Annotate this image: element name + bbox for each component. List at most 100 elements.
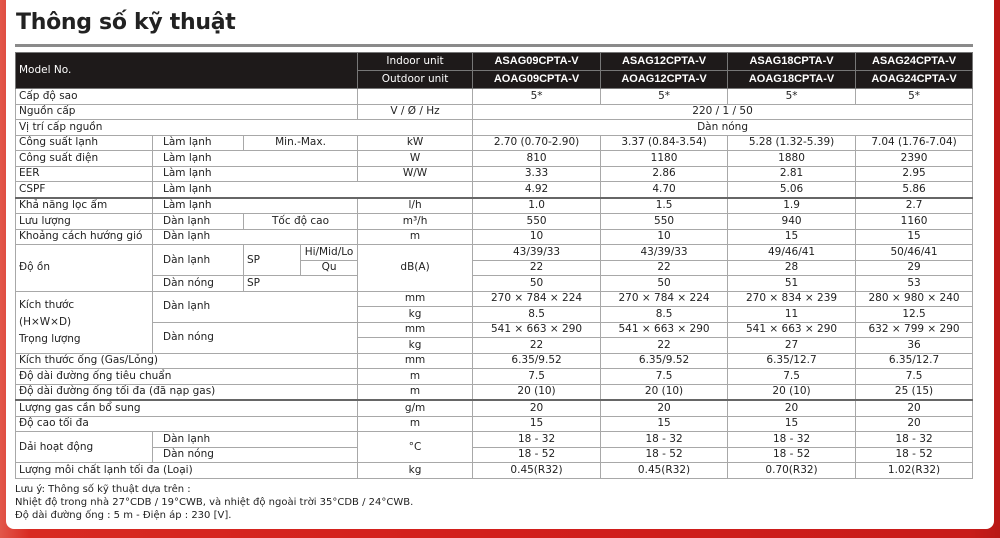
value-cell: 22: [472, 259, 602, 276]
unit-cell: V / Ø / Hz: [357, 103, 474, 120]
table-row: Nguồn cấp V / Ø / Hz 220 / 1 / 50: [14, 103, 974, 120]
row-label: Nguồn cấp: [14, 103, 359, 120]
value-cell: 18 - 32: [600, 431, 729, 448]
value-cell: 10: [600, 228, 729, 245]
value-cell: 8.5: [472, 306, 602, 323]
row-label: EER: [15, 165, 153, 182]
value-cell: 541 × 663 × 290: [472, 321, 602, 338]
value-cell: 20 (10): [472, 383, 602, 401]
value-cell: 550: [472, 213, 602, 230]
value-cell: 1880: [727, 150, 857, 167]
value-cell: 2.86: [600, 165, 729, 182]
value-cell: 550: [600, 213, 729, 230]
label-line: Trọng lượng: [19, 332, 81, 345]
value-cell: 18 - 32: [472, 431, 602, 448]
table-row: Độ cao tối đa m 15 15 15 20: [14, 415, 974, 432]
value-cell: 8.5: [600, 306, 729, 323]
value-cell: 270 × 784 × 224: [600, 290, 729, 307]
value-cell: 6.35/9.52: [472, 352, 602, 369]
unit-cell: kg: [357, 462, 474, 479]
unit-cell: kg: [357, 306, 474, 323]
value-cell: 50: [472, 275, 602, 292]
table-row: Dải hoạt động Dàn lạnh °C 18 - 32 18 - 32 18 …: [15, 431, 974, 463]
value-cell: 50/46/41: [855, 244, 974, 261]
value-cell: 18 - 52: [600, 446, 729, 463]
table-row: Lượng gas cần bổ sung g/m 20 20 20 20: [14, 399, 974, 417]
value-cell: 49/46/41: [727, 244, 857, 261]
unit-cell: [357, 88, 474, 105]
row-sublabel: Dàn nóng: [151, 446, 359, 463]
value-cell: 51: [727, 275, 857, 292]
unit-cell: mm: [357, 352, 474, 369]
value-cell: 18 - 52: [855, 446, 974, 463]
title-divider: [15, 44, 973, 47]
value-cell: 50: [600, 275, 729, 292]
table-row: Kích thước ống (Gas/Lỏng) mm 6.35/9.52 6.35…: [14, 352, 974, 369]
header-row-indoor: Model No. Indoor unit ASAG09CPTA-V ASAG1…: [14, 52, 974, 89]
value-cell: 632 × 799 × 290: [855, 321, 974, 338]
value-cell: 940: [727, 213, 857, 230]
value-cell: 5*: [727, 88, 857, 105]
value-cell: 5*: [855, 88, 974, 105]
row-sublabel: Dàn nóng: [151, 321, 359, 354]
header-row-outdoor: Outdoor unit AOAG09CPTA-V AOAG12CPTA-V A…: [16, 70, 974, 89]
value-cell: 280 × 980 × 240: [855, 290, 974, 307]
value-cell: 2.70 (0.70-2.90): [472, 134, 602, 151]
unit-cell: l/h: [357, 197, 474, 214]
value-cell: 2.7: [855, 197, 974, 214]
row-label: Khoảng cách hướng gió: [15, 228, 153, 245]
row-sublabel: Làm lạnh: [151, 165, 359, 182]
unit-cell: °C: [357, 431, 474, 463]
value-cell: 2390: [855, 150, 974, 167]
row-label: Kích thước ống (Gas/Lỏng): [14, 352, 359, 369]
value-cell: 20: [472, 399, 602, 417]
value-cell: 53: [855, 275, 974, 292]
value-cell: 18 - 32: [855, 431, 974, 448]
row-label: Độ ồn: [15, 244, 153, 292]
value-cell: 12.5: [855, 306, 974, 323]
row-sublabel: Dàn nóng: [152, 275, 244, 292]
row-label: Độ dài đường ống tối đa (đã nạp gas): [14, 383, 359, 401]
value-cell: 4.70: [600, 181, 729, 199]
table-row: Công suất điện Làm lạnh W 810 1180 1880 2390: [15, 150, 974, 167]
row-sublabel: Dàn lạnh: [152, 213, 244, 230]
value-cell: 810: [472, 150, 602, 167]
table-row: Kích thước (H×W×D) Trọng lượng Dàn lạnh mm 27…: [15, 290, 974, 354]
value-cell: 1180: [600, 150, 729, 167]
value-cell: 15: [855, 228, 974, 245]
table-row: Độ ồn Dàn lạnh SP Hi/Mid/Lo dB(A) 43/39/33 43/…: [15, 244, 974, 292]
unit-cell: mm: [357, 290, 474, 307]
table-row: EER Làm lạnh W/W 3.33 2.86 2.81 2.95: [15, 165, 974, 182]
value-cell: 29: [855, 259, 974, 276]
value-cell: 25 (15): [855, 383, 974, 401]
indoor-unit-label: Indoor unit: [357, 52, 474, 71]
note-line: Nhiệt độ trong nhà 27°CDB / 19°CWB, và n…: [15, 497, 414, 508]
value-cell: 270 × 834 × 239: [727, 290, 857, 307]
value-cell: 0.45(R32): [600, 462, 729, 479]
value-cell: 3.37 (0.84-3.54): [600, 134, 729, 151]
spec-card: Thông số kỹ thuật Model No. Indoor unit …: [6, 0, 994, 529]
row-sublabel: SP: [242, 275, 359, 292]
value-cell: 11: [727, 306, 857, 323]
row-label-dimensions: Kích thước (H×W×D) Trọng lượng: [15, 290, 153, 354]
value-cell: 20: [855, 415, 974, 432]
value-cell: 5*: [472, 88, 602, 105]
row-sublabel: Làm lạnh: [151, 197, 359, 214]
row-label: Lưu lượng: [15, 213, 153, 230]
value-cell: 541 × 663 × 290: [727, 321, 857, 338]
indoor-model: ASAG09CPTA-V: [472, 52, 602, 71]
value-cell: 36: [855, 337, 974, 354]
value-cell: 220 / 1 / 50: [472, 103, 974, 120]
row-label: Cấp độ sao: [14, 88, 359, 105]
value-cell: 20: [727, 399, 857, 417]
value-cell: 1.02(R32): [855, 462, 974, 479]
row-sublabel: Làm lạnh: [151, 181, 474, 199]
value-cell: 20 (10): [600, 383, 729, 401]
row-sublabel: Dàn lạnh: [151, 290, 359, 323]
table-row: Công suất lạnh Làm lạnh Min.-Max. kW 2.70 (0…: [15, 134, 974, 151]
unit-cell: W/W: [357, 165, 474, 182]
value-cell: 1.0: [472, 197, 602, 214]
row-label: Lượng môi chất lạnh tối đa (Loại): [14, 462, 359, 479]
row-label: Độ dài đường ống tiêu chuẩn: [14, 368, 359, 385]
table-row: Dàn nóng 18 - 52 18 - 52 18 - 52 18 - 52: [16, 446, 974, 463]
